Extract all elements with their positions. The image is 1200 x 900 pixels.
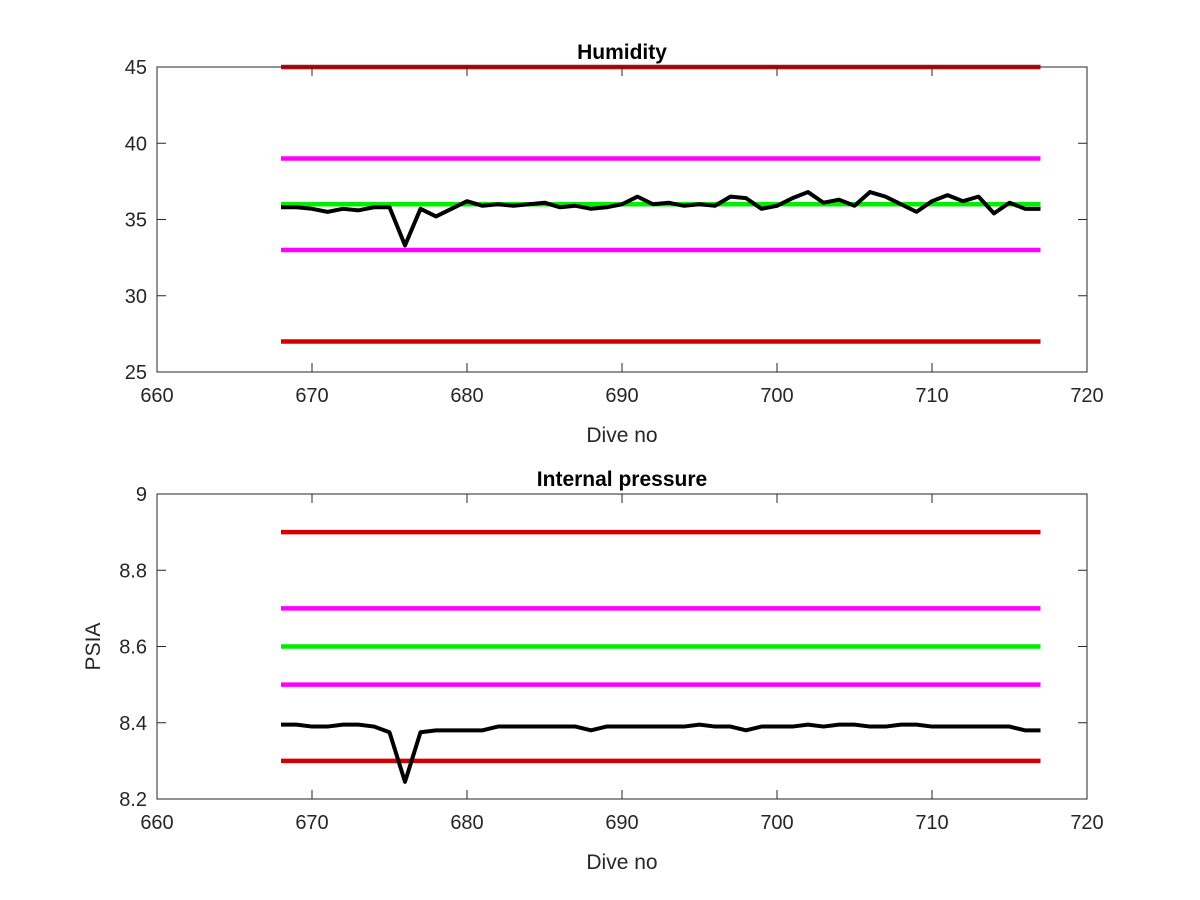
y-tick-label: 8.4 [119,713,147,735]
data-series-line [281,722,1041,784]
x-tick-label: 710 [915,385,948,407]
x-tick-label: 720 [1070,812,1103,834]
x-tick-label: 710 [915,812,948,834]
y-tick-label: 9 [136,484,147,506]
y-tick-label: 30 [125,286,147,308]
x-tick-label: 680 [450,812,483,834]
y-axis-label: PSIA [82,623,105,671]
chart-title: Humidity [577,41,667,64]
y-tick-label: 25 [125,362,147,384]
y-tick-label: 35 [125,210,147,232]
y-tick-label: 8.8 [119,560,147,582]
chart-title: Internal pressure [537,468,707,491]
x-tick-label: 690 [605,385,638,407]
x-tick-label: 680 [450,385,483,407]
data-series-line [281,190,1041,248]
x-tick-label: 660 [140,385,173,407]
x-axis-label: Dive no [586,851,657,874]
y-tick-label: 45 [125,57,147,79]
x-tick-label: 660 [140,812,173,834]
plot-area [157,67,1087,372]
x-tick-label: 670 [295,385,328,407]
plots-container: 660 670 680 690 700 710 720 25 30 35 40 45 Humidity D… [82,41,1104,874]
x-tick-label: 720 [1070,385,1103,407]
x-tick-label: 700 [760,385,793,407]
chart-panel: 660 670 680 690 700 710 720 8.2 8.4 8.6 8.8 9 Intern… [82,468,1104,874]
x-tick-label: 700 [760,812,793,834]
y-tick-label: 8.6 [119,637,147,659]
y-tick-label: 8.2 [119,789,147,811]
x-tick-label: 690 [605,812,638,834]
x-axis-label: Dive no [586,424,657,447]
y-tick-label: 40 [125,133,147,155]
chart-panel: 660 670 680 690 700 710 720 25 30 35 40 45 Humidity D… [125,41,1104,447]
x-tick-label: 670 [295,812,328,834]
